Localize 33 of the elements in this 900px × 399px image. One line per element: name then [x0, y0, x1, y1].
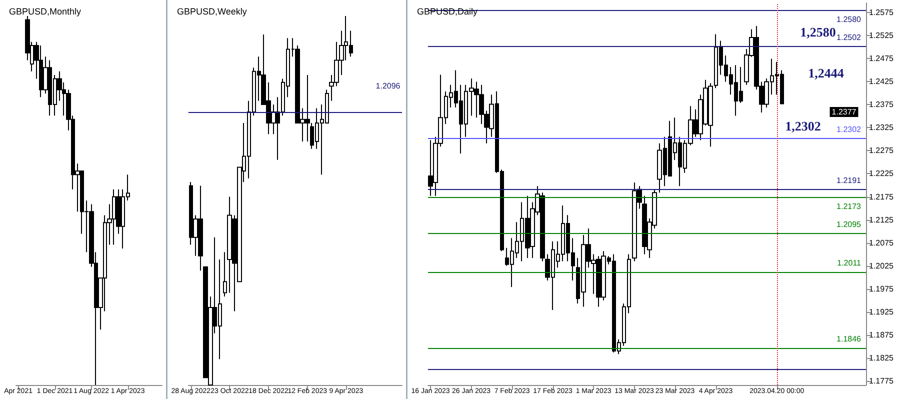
y-tick-label: 1.2425	[869, 77, 894, 86]
y-tick-label: 1.2325	[869, 123, 894, 132]
ref-line-label: 1.2580	[836, 14, 862, 24]
annotation: 1.2377	[832, 108, 857, 116]
y-tick-label: 1.2575	[869, 8, 894, 18]
y-tick-label: 1.1975	[869, 284, 894, 294]
ref-line-label: 1.1846	[836, 334, 862, 344]
annotation: 1.2096	[376, 82, 401, 90]
annotation: 1,2580	[800, 24, 836, 40]
y-tick-label: 1.2175	[869, 192, 894, 202]
y-tick-label: 1.2225	[869, 169, 894, 178]
chart-title: GBPUSD,Weekly	[177, 6, 248, 16]
candlestick	[223, 252, 227, 297]
y-tick-label: 1.2375	[869, 100, 894, 110]
y-tick-label: 1.2075	[869, 238, 894, 248]
y-tick-label: 1.2025	[869, 261, 894, 270]
annotation: 1,2302	[785, 118, 821, 134]
ref-line-label: 1.2173	[836, 202, 862, 212]
chart-title: GBPUSD,Monthly	[9, 6, 82, 16]
y-tick-label: 1.2525	[869, 31, 894, 40]
y-tick-label: 1.2275	[869, 146, 894, 156]
y-tick-label: 1.1875	[869, 330, 894, 340]
ref-line-label: 1.2011	[837, 258, 862, 268]
y-tick-label: 1.2125	[869, 215, 894, 224]
ref-line-label: 1.2191	[836, 176, 862, 185]
ref-line-label: 1.2302	[836, 124, 862, 134]
y-tick-label: 1.1925	[869, 307, 894, 316]
y-tick-label: 1.1825	[869, 353, 894, 362]
ref-line-label: 1.2095	[836, 220, 862, 230]
ref-line-label: 1.2502	[836, 32, 862, 42]
y-tick-label: 1.1775	[869, 376, 894, 386]
annotation: 1,2444	[808, 66, 844, 80]
y-tick-label: 1.2475	[869, 54, 894, 64]
